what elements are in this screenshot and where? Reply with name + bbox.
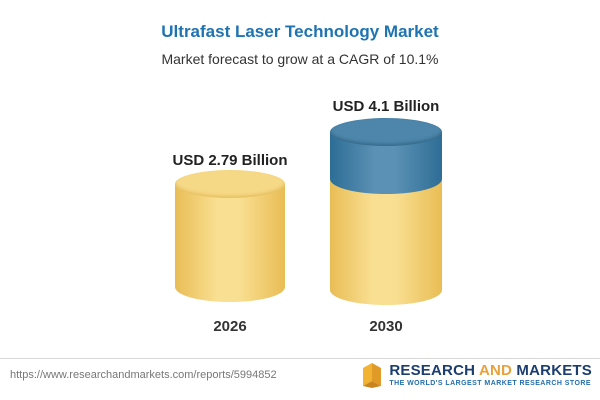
bar-2030-gold-segment: [330, 180, 442, 305]
x-axis-label-2030: 2030: [369, 318, 403, 335]
report-url-link[interactable]: https://www.researchandmarkets.com/repor…: [10, 369, 277, 381]
footer-divider: [0, 358, 600, 359]
bar-2026-cylinder: [175, 170, 285, 302]
rm-logo-wordmark: RESEARCH AND MARKETS: [389, 361, 592, 379]
chart-title: Ultrafast Laser Technology Market: [161, 22, 439, 41]
bar-2026-body: [175, 184, 285, 302]
bar-2030-top-cap: [330, 118, 442, 146]
bar-2026-top-cap: [175, 170, 285, 198]
x-axis-label-2026: 2026: [213, 318, 247, 335]
value-label-2030: USD 4.1 Billion: [332, 98, 440, 115]
rm-logo-icon: [361, 362, 383, 388]
value-label-2026: USD 2.79 Billion: [172, 152, 288, 169]
bar-2030-cylinder: [330, 118, 442, 305]
rm-logo-and-word: AND: [478, 361, 513, 379]
research-and-markets-logo[interactable]: RESEARCH AND MARKETS THE WORLD'S LARGEST…: [361, 362, 592, 388]
chart-subtitle: Market forecast to grow at a CAGR of 10.…: [161, 51, 439, 67]
rm-logo-tagline: THE WORLD'S LARGEST MARKET RESEARCH STOR…: [389, 379, 591, 387]
rm-logo-text: RESEARCH AND MARKETS THE WORLD'S LARGEST…: [389, 361, 592, 388]
